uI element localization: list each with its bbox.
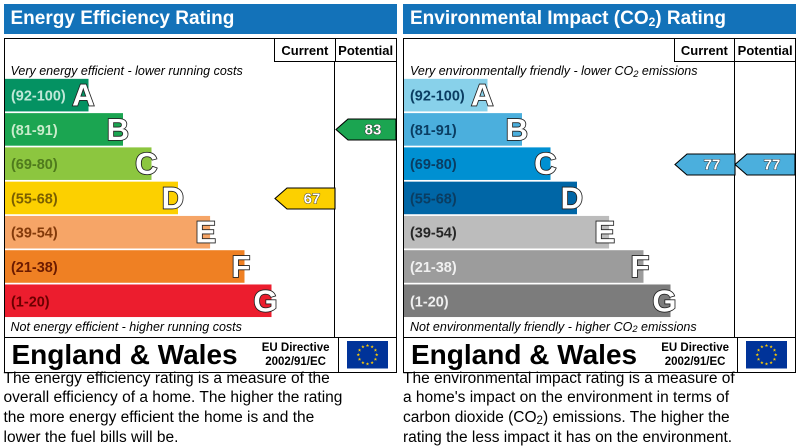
svg-text:B: B	[106, 112, 128, 147]
svg-text:(81-91): (81-91)	[11, 123, 58, 139]
svg-text:(69-80): (69-80)	[410, 158, 457, 174]
svg-text:(69-80): (69-80)	[11, 158, 58, 174]
svg-text:C: C	[534, 147, 556, 182]
svg-text:(92-100): (92-100)	[11, 89, 66, 105]
svg-text:83: 83	[364, 122, 381, 139]
svg-text:(39-54): (39-54)	[11, 226, 58, 242]
svg-text:D: D	[561, 181, 583, 216]
svg-text:G: G	[652, 284, 676, 319]
svg-text:F: F	[631, 249, 650, 284]
svg-text:(81-91): (81-91)	[410, 123, 457, 139]
svg-text:E: E	[195, 215, 216, 250]
svg-text:(39-54): (39-54)	[410, 226, 457, 242]
svg-text:G: G	[253, 284, 277, 319]
svg-text:A: A	[72, 78, 94, 113]
svg-text:E: E	[594, 215, 615, 250]
svg-text:(55-68): (55-68)	[410, 192, 457, 208]
svg-text:(1-20): (1-20)	[11, 295, 50, 311]
svg-text:(55-68): (55-68)	[11, 192, 58, 208]
svg-text:(92-100): (92-100)	[410, 89, 465, 105]
svg-text:A: A	[471, 78, 493, 113]
svg-text:D: D	[161, 181, 183, 216]
svg-text:77: 77	[703, 156, 720, 173]
svg-text:(21-38): (21-38)	[410, 260, 457, 276]
svg-text:(21-38): (21-38)	[11, 260, 58, 276]
svg-text:F: F	[231, 249, 250, 284]
svg-text:C: C	[135, 147, 157, 182]
svg-text:(1-20): (1-20)	[410, 295, 449, 311]
svg-text:B: B	[506, 112, 528, 147]
svg-text:77: 77	[764, 156, 781, 173]
svg-text:67: 67	[304, 190, 321, 207]
